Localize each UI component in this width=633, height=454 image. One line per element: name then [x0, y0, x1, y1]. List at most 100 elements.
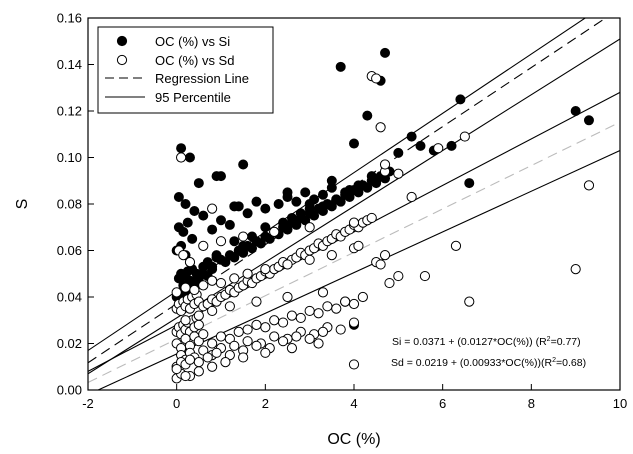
sd-point-144	[251, 296, 262, 307]
si-point-128	[446, 140, 457, 151]
si-point-15	[187, 233, 198, 244]
sd-point-101	[335, 324, 346, 335]
si-point-125	[406, 131, 417, 142]
y-axis-title: S	[14, 199, 31, 210]
sd-point-118	[171, 287, 182, 298]
si-point-111	[304, 198, 315, 209]
sd-point-134	[207, 361, 218, 372]
si-point-86	[180, 198, 191, 209]
si-point-43	[291, 219, 302, 230]
sd-point-120	[189, 284, 200, 296]
y-tick-label: 0.16	[57, 11, 82, 26]
legend-label-regression: Regression Line	[155, 71, 249, 86]
sd-point-171	[459, 131, 470, 142]
sd-point-155	[348, 217, 360, 228]
y-tick-label: 0.08	[57, 197, 82, 212]
si-point-120	[229, 201, 240, 212]
si-point-87	[189, 205, 200, 216]
si-point-101	[317, 189, 328, 200]
fit-line-si-regression	[88, 18, 607, 364]
sd-point-138	[286, 343, 298, 354]
sd-point-151	[215, 236, 227, 247]
sd-point-154	[304, 222, 315, 233]
si-point-124	[393, 147, 404, 158]
y-tick-label: 0.06	[57, 243, 82, 258]
si-point-29	[229, 252, 240, 263]
sd-point-133	[193, 366, 204, 377]
si-point-113	[348, 138, 359, 149]
y-tick-label: 0.00	[57, 383, 82, 398]
si-point-131	[570, 106, 581, 117]
sd-point-149	[184, 257, 196, 268]
si-point-89	[207, 224, 218, 235]
si-point-94	[251, 196, 262, 207]
sd-point-84	[348, 298, 360, 310]
x-tick-label: 4	[350, 396, 357, 411]
sd-point-180	[371, 73, 382, 84]
sd-point-112	[251, 340, 262, 351]
sd-point-164	[379, 250, 391, 261]
si-point-88	[198, 210, 209, 221]
x-tick-label: 0	[173, 396, 180, 411]
sd-point-116	[304, 333, 315, 344]
sd-point-102	[348, 317, 360, 328]
si-point-99	[300, 187, 311, 198]
si-point-130	[464, 178, 475, 189]
sd-point-74	[260, 322, 271, 333]
sd-point-60	[366, 212, 377, 224]
sd-point-115	[291, 331, 302, 342]
si-point-25	[207, 261, 218, 272]
sd-point-173	[570, 264, 581, 275]
si-point-91	[224, 219, 235, 230]
legend: OC (%) vs Si OC (%) vs Sd Regression Lin…	[97, 26, 274, 114]
sd-point-143	[224, 301, 235, 312]
sd-point-119	[180, 282, 191, 293]
sd-point-168	[419, 270, 431, 282]
sd-point-152	[238, 231, 249, 242]
sd-point-153	[269, 226, 280, 237]
x-tick-label: 8	[528, 396, 535, 411]
sd-point-75	[269, 315, 280, 326]
data-points	[171, 47, 595, 384]
sd-point-128	[304, 254, 315, 265]
sd-point-163	[375, 259, 386, 270]
si-point-109	[238, 159, 249, 170]
sd-point-127	[282, 259, 293, 270]
sd-point-167	[406, 191, 417, 203]
legend-label-sd: OC (%) vs Sd	[155, 53, 234, 68]
y-tick-label: 0.04	[57, 290, 82, 305]
si-point-129	[455, 94, 466, 105]
si-point-79	[317, 201, 328, 212]
sd-point-71	[233, 326, 244, 337]
si-point-77	[295, 208, 306, 219]
sd-point-73	[251, 319, 262, 330]
si-point-96	[273, 198, 284, 209]
x-tick-label: 6	[439, 396, 446, 411]
sd-point-172	[464, 296, 475, 307]
si-point-95	[260, 203, 271, 214]
sd-point-76	[277, 317, 289, 328]
sd-point-125	[242, 268, 253, 279]
sd-point-150	[198, 240, 209, 251]
si-point-69	[211, 250, 222, 261]
sd-point-137	[260, 347, 271, 358]
sd-point-69	[215, 331, 227, 342]
si-point-47	[309, 210, 320, 221]
sd-point-80	[313, 308, 324, 319]
equation-si: Si = 0.0371 + (0.0127*OC(%)) (R2=0.77)	[392, 336, 581, 348]
si-point-85	[173, 192, 184, 203]
legend-box	[97, 26, 274, 114]
si-point-90	[215, 215, 226, 226]
equation-si-sup: 2	[547, 336, 551, 343]
sd-point-79	[304, 305, 315, 317]
si-point-13	[178, 226, 189, 237]
equation-sd-tail: =0.68)	[556, 357, 586, 369]
si-point-105	[366, 171, 377, 182]
si-point-80	[331, 194, 342, 205]
si-point-71	[238, 240, 249, 251]
sd-point-140	[180, 315, 191, 326]
si-point-107	[184, 152, 195, 163]
sd-point-78	[295, 312, 306, 324]
sd-point-157	[207, 203, 218, 214]
